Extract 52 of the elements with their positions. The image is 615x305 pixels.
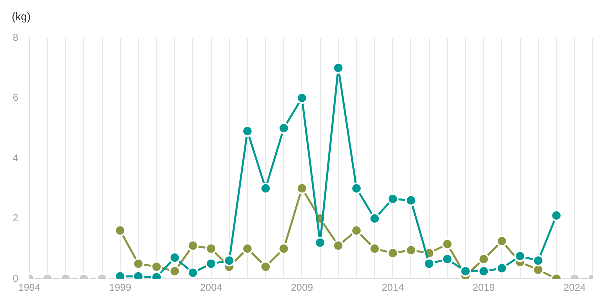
point	[260, 182, 272, 194]
point	[369, 213, 381, 224]
point	[296, 92, 308, 104]
point	[442, 254, 454, 266]
point	[260, 261, 272, 273]
point	[242, 243, 254, 255]
point	[169, 266, 181, 278]
point	[514, 250, 526, 262]
point	[405, 244, 417, 256]
y-tick-label: 8	[13, 32, 19, 44]
point	[187, 267, 199, 279]
point	[532, 255, 544, 267]
point	[224, 255, 236, 267]
point	[387, 248, 399, 260]
point	[332, 62, 344, 74]
point	[206, 258, 218, 270]
point	[332, 240, 344, 252]
y-axis-title: (kg)	[12, 12, 31, 24]
point	[151, 261, 163, 273]
point	[206, 243, 218, 255]
point	[314, 237, 326, 249]
point	[478, 266, 490, 278]
point	[350, 225, 362, 237]
point	[114, 225, 126, 237]
point	[369, 243, 381, 255]
point	[424, 258, 436, 270]
x-tick-label: 1999	[109, 282, 132, 294]
x-tick-label: 2019	[472, 282, 496, 294]
point	[460, 266, 472, 278]
point	[442, 238, 454, 250]
point	[242, 126, 254, 138]
y-tick-label: 2	[13, 214, 19, 224]
x-tick-label: 1994	[18, 282, 42, 294]
point	[550, 210, 562, 222]
point	[387, 193, 399, 205]
y-tick-label: 0	[13, 274, 19, 285]
x-tick-label: 2009	[291, 282, 314, 294]
y-tick-label: 6	[13, 93, 19, 104]
x-tick-label: 2024	[564, 282, 586, 294]
point	[405, 194, 417, 206]
point	[278, 122, 290, 134]
point	[496, 236, 508, 248]
x-tick-label: 2014	[382, 282, 405, 294]
point	[169, 252, 181, 264]
point	[478, 254, 490, 266]
y-tick-label: 4	[13, 153, 19, 164]
point	[496, 262, 508, 274]
point	[278, 243, 290, 255]
point	[296, 182, 308, 194]
point	[187, 240, 199, 252]
x-tick-label: 2004	[200, 282, 223, 294]
point	[132, 258, 144, 270]
